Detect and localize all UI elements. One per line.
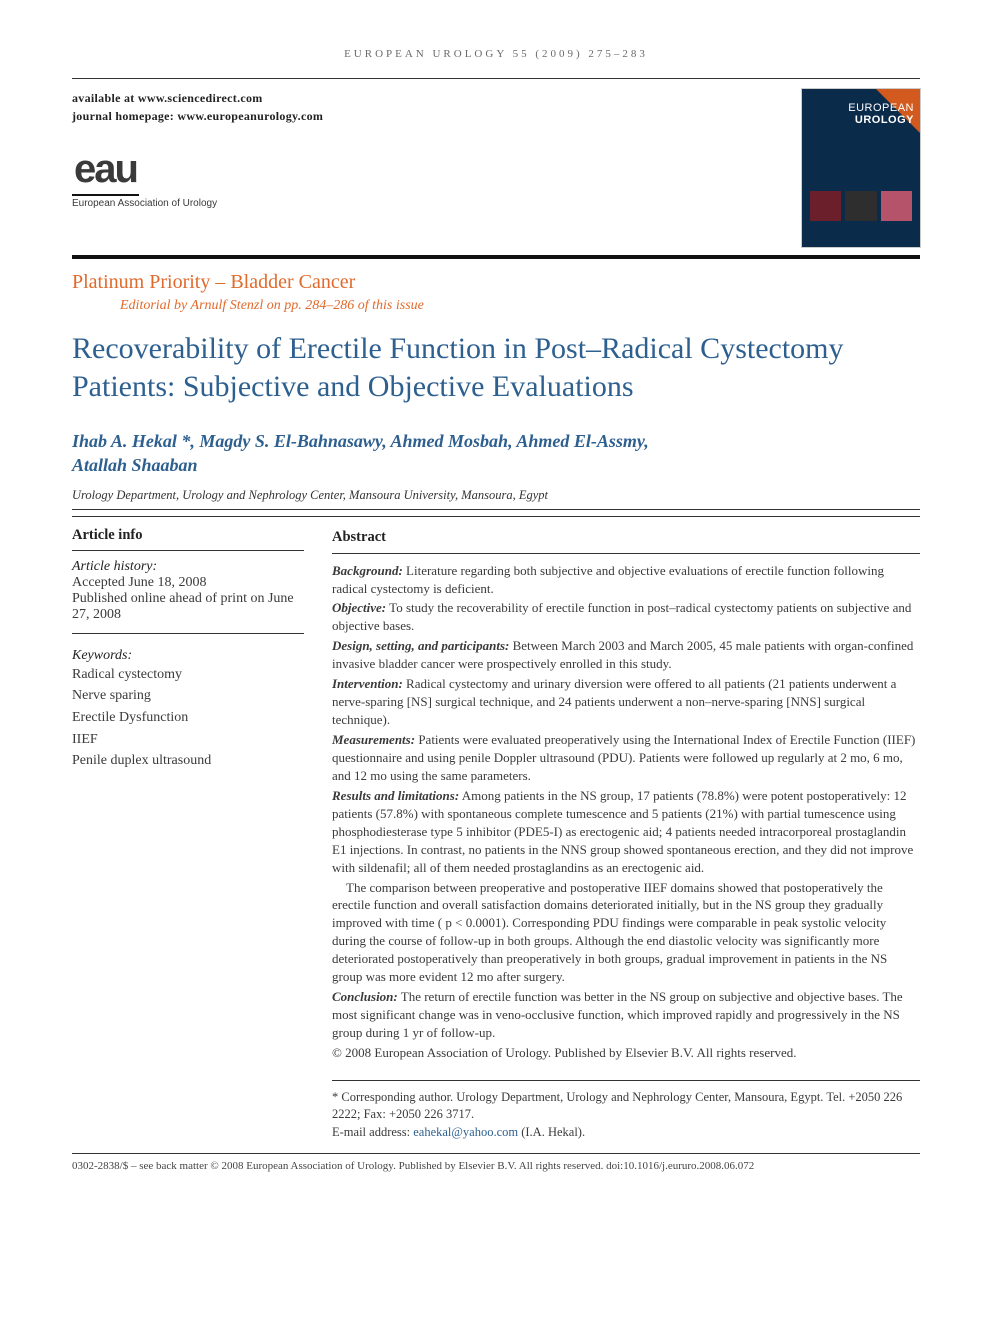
label-measurements: Measurements: xyxy=(332,732,415,747)
label-results: Results and limitations: xyxy=(332,788,459,803)
authors-line-1: Ihab A. Hekal *, Magdy S. El-Bahnasawy, … xyxy=(72,429,920,453)
keyword: Nerve sparing xyxy=(72,685,304,707)
eau-logo-glyph: eau xyxy=(72,147,139,196)
affiliation: Urology Department, Urology and Nephrolo… xyxy=(72,488,920,503)
published-online: Published online ahead of print on June … xyxy=(72,591,304,623)
text-results-p2: The comparison between preoperative and … xyxy=(332,879,920,987)
journal-cover-thumbnail: EUROPEAN UROLOGY xyxy=(802,89,920,247)
abstract-column: Abstract Background: Literature regardin… xyxy=(332,527,920,1142)
available-at: available at www.sciencedirect.com xyxy=(72,89,802,107)
eau-logo-caption: European Association of Urology xyxy=(72,198,802,209)
corresponding-author-block: * Corresponding author. Urology Departme… xyxy=(332,1080,920,1142)
cover-brand-line1: EUROPEAN xyxy=(848,103,914,115)
editorial-note: Editorial by Arnulf Stenzl on pp. 284–28… xyxy=(120,298,920,314)
text-background: Literature regarding both subjective and… xyxy=(332,563,884,596)
abstract-heading: Abstract xyxy=(332,527,920,547)
eau-logo: eau European Association of Urology xyxy=(72,147,802,209)
cover-brand-line2: UROLOGY xyxy=(848,115,914,127)
keyword: Penile duplex ultrasound xyxy=(72,750,304,772)
email-label: E-mail address: xyxy=(332,1125,413,1139)
keyword: IIEF xyxy=(72,729,304,751)
section-tag: Platinum Priority – Bladder Cancer xyxy=(72,271,920,294)
label-objective: Objective: xyxy=(332,600,386,615)
journal-homepage: journal homepage: www.europeanurology.co… xyxy=(72,107,802,125)
masthead: available at www.sciencedirect.com journ… xyxy=(72,79,920,255)
footer-line: 0302-2838/$ – see back matter © 2008 Eur… xyxy=(72,1153,920,1172)
text-intervention: Radical cystectomy and urinary diversion… xyxy=(332,676,896,727)
email-tail: (I.A. Hekal). xyxy=(518,1125,585,1139)
label-intervention: Intervention: xyxy=(332,676,403,691)
label-design: Design, setting, and participants: xyxy=(332,638,509,653)
keyword: Erectile Dysfunction xyxy=(72,707,304,729)
keyword: Radical cystectomy xyxy=(72,664,304,686)
authors-line-2: Atallah Shaaban xyxy=(72,453,920,477)
copyright-line: © 2008 European Association of Urology. … xyxy=(332,1044,920,1062)
rule-under-affil xyxy=(72,509,920,510)
article-info-heading: Article info xyxy=(72,527,304,544)
article-title: Recoverability of Erectile Function in P… xyxy=(72,330,920,405)
text-measurements: Patients were evaluated preoperatively u… xyxy=(332,732,915,783)
corresponding-email-link[interactable]: eahekal@yahoo.com xyxy=(413,1125,518,1139)
running-head: EUROPEAN UROLOGY 55 (2009) 275–283 xyxy=(72,48,920,60)
keywords-label: Keywords: xyxy=(72,648,304,664)
article-info-column: Article info Article history: Accepted J… xyxy=(72,527,304,1142)
accepted-date: Accepted June 18, 2008 xyxy=(72,575,304,591)
label-background: Background: xyxy=(332,563,403,578)
article-history-label: Article history: xyxy=(72,559,304,575)
rule-thick xyxy=(72,255,920,259)
text-conclusion: The return of erectile function was bett… xyxy=(332,989,903,1040)
corresponding-text: * Corresponding author. Urology Departme… xyxy=(332,1089,920,1124)
label-conclusion: Conclusion: xyxy=(332,989,398,1004)
keywords-list: Radical cystectomy Nerve sparing Erectil… xyxy=(72,664,304,772)
authors: Ihab A. Hekal *, Magdy S. El-Bahnasawy, … xyxy=(72,429,920,478)
text-objective: To study the recoverability of erectile … xyxy=(332,600,911,633)
